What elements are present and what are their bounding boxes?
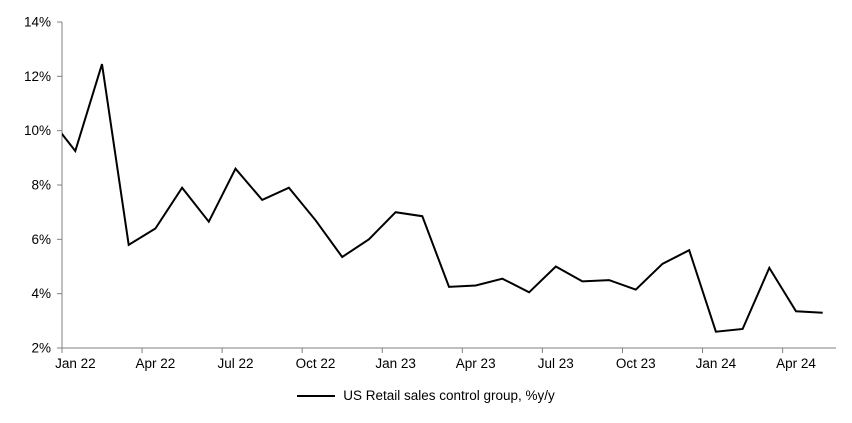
- y-tick-label: 6%: [31, 232, 51, 247]
- series-line-us-retail-control-group: [62, 63, 823, 333]
- x-tick-label: Apr 23: [456, 356, 496, 371]
- x-tick-label: Jul 22: [217, 356, 253, 371]
- x-tick-label: Jan 22: [55, 356, 96, 371]
- y-tick-label: 4%: [31, 286, 51, 301]
- x-tick-label: Jan 23: [375, 356, 416, 371]
- y-tick-label: 8%: [31, 178, 51, 193]
- y-tick-label: 12%: [24, 69, 51, 84]
- y-tick-label: 14%: [24, 15, 51, 30]
- y-tick-label: 10%: [24, 123, 51, 138]
- y-tick-label: 2%: [31, 341, 51, 356]
- legend-line-swatch: [297, 394, 336, 397]
- x-tick-label: Oct 23: [616, 356, 656, 371]
- x-tick-label: Apr 24: [776, 356, 816, 371]
- x-tick-label: Jul 23: [538, 356, 574, 371]
- chart-legend: US Retail sales control group, %y/y: [0, 388, 852, 403]
- legend-series-label: US Retail sales control group, %y/y: [343, 388, 555, 403]
- x-tick-label: Jan 24: [696, 356, 737, 371]
- x-tick-label: Apr 22: [136, 356, 176, 371]
- x-tick-label: Oct 22: [296, 356, 336, 371]
